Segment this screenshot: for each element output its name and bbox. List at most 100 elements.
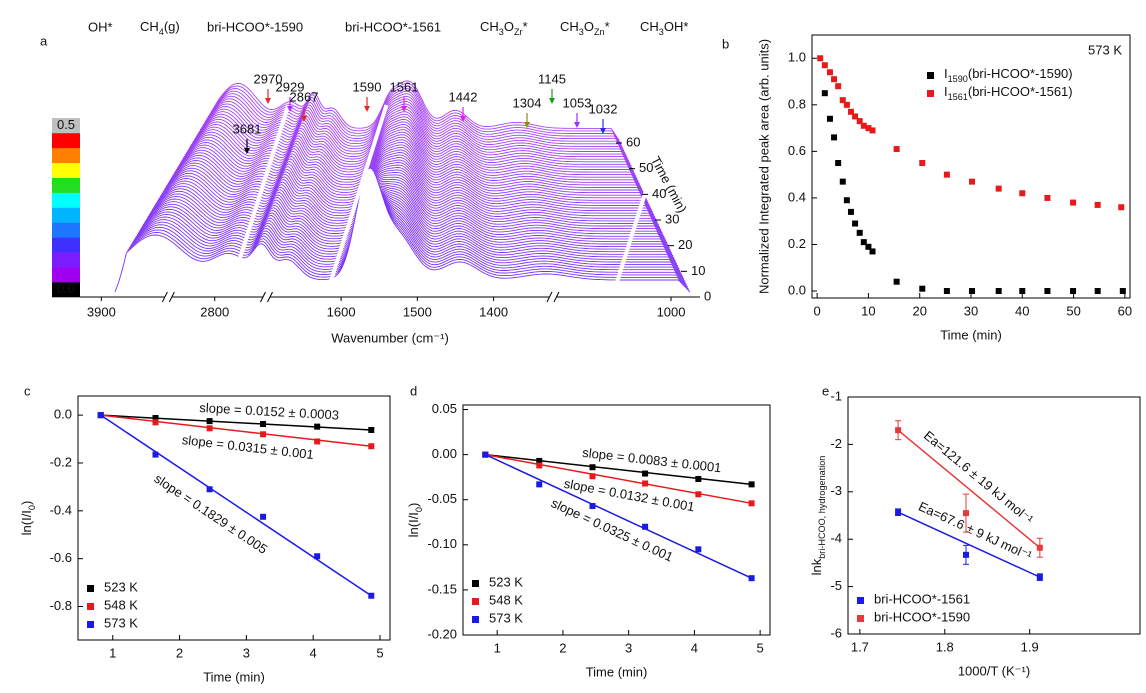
x-tick-label: 2 <box>176 645 183 660</box>
legend-entry: bri-HCOO*-1561 <box>345 19 441 34</box>
legend-label: 573 K <box>489 610 523 625</box>
x-tick-label: 3900 <box>87 304 116 319</box>
text-part: O <box>504 19 514 34</box>
point <box>843 101 850 108</box>
axis-break-mark <box>168 291 175 303</box>
t-tick-label: 40 <box>652 186 666 201</box>
x-tick-label: 1.9 <box>1021 639 1039 654</box>
t-tick-label: 30 <box>665 211 679 226</box>
y-tick-label: 0.0 <box>788 282 806 297</box>
legend-entry: CH3OZr* <box>480 19 528 37</box>
legend-entry: OH* <box>88 19 113 34</box>
legend-entry: CH3OZn* <box>560 19 610 37</box>
peak-label: 1561 <box>390 79 419 94</box>
point <box>869 127 876 134</box>
legend-label: 548 K <box>104 597 138 612</box>
point <box>536 481 543 488</box>
point <box>835 160 842 167</box>
colorbar-cell <box>52 237 80 253</box>
axis-break-gap <box>262 294 271 300</box>
text-part: 1590 <box>948 74 968 84</box>
axis-break-mark <box>553 291 560 303</box>
point <box>847 108 854 115</box>
y-tick-label: -4 <box>830 531 842 546</box>
text-part: bri-HCOO, hydrogenation <box>817 456 827 559</box>
fit-line <box>485 453 752 505</box>
x-tick-label: 60 <box>1118 303 1132 318</box>
panel-label: d <box>410 383 417 398</box>
point <box>536 457 543 464</box>
y-tick-label: -6 <box>830 625 842 640</box>
x-tick-label: 4 <box>691 640 698 655</box>
legend-marker <box>927 90 934 97</box>
point <box>821 62 828 69</box>
text-part: CH <box>140 19 159 34</box>
point <box>856 229 863 236</box>
point <box>821 90 828 97</box>
text-part: Zn <box>594 27 605 37</box>
spectrum-decoration <box>114 167 691 293</box>
text-part: (bri-HCOO*-1590) <box>968 66 1073 81</box>
peak-arrowhead <box>244 148 250 154</box>
point <box>695 475 702 482</box>
text-part: O <box>584 19 594 34</box>
y-tick-label: -2 <box>830 436 842 451</box>
x-tick-label: 3 <box>625 640 632 655</box>
legend-entry: bri-HCOO*-1590 <box>207 19 303 34</box>
fit-line <box>897 429 1041 549</box>
peak-label: 1304 <box>513 95 542 110</box>
point <box>852 220 859 227</box>
point <box>1070 288 1077 295</box>
t-tick-label: 10 <box>691 263 705 278</box>
point <box>893 278 900 285</box>
colorbar-cell <box>52 162 80 178</box>
x-tick-label: 40 <box>1015 303 1029 318</box>
point <box>1044 288 1051 295</box>
legend-label: bri-HCOO*-1561 <box>874 591 970 606</box>
x-tick-label: 1.8 <box>936 639 954 654</box>
point <box>314 423 321 430</box>
legend-marker <box>857 615 864 622</box>
point <box>843 197 850 204</box>
point <box>860 239 867 246</box>
y-tick-label: 0.8 <box>788 96 806 111</box>
plot-frame <box>847 396 1141 635</box>
x-axis-label: Time (min) <box>203 669 265 684</box>
y-tick-label: -1 <box>830 388 842 403</box>
point <box>368 592 375 599</box>
x-tick-label: 20 <box>912 303 926 318</box>
legend-marker <box>472 598 479 605</box>
x-axis-label: Time (min) <box>586 664 648 679</box>
text-part: CH <box>480 19 499 34</box>
x-axis-label: 1000/T (K⁻¹) <box>958 663 1030 678</box>
peak-label: 2970 <box>254 71 283 86</box>
point <box>260 513 267 520</box>
point <box>1118 204 1125 211</box>
peak-arrowhead <box>549 98 555 104</box>
legend-marker <box>472 580 479 587</box>
legend-marker <box>87 603 94 610</box>
y-tick-label: -0.6 <box>50 550 72 565</box>
point <box>835 83 842 90</box>
legend-marker <box>857 597 864 604</box>
point <box>1094 288 1101 295</box>
text-part: 3 <box>499 27 504 37</box>
text-part: 0 <box>27 505 37 510</box>
x-axis-label: Wavenumber (cm⁻¹) <box>331 330 449 345</box>
y-tick-label: -5 <box>830 578 842 593</box>
peak-label: 3681 <box>233 121 262 136</box>
axis-break-mark <box>546 291 553 303</box>
point <box>695 491 702 498</box>
peak-label: 2929 <box>276 79 305 94</box>
point <box>695 546 702 553</box>
point <box>482 451 489 458</box>
point <box>831 76 838 83</box>
colorbar-cell <box>52 132 80 149</box>
legend-entry: CH3OH* <box>640 19 688 37</box>
text-part: lnk <box>809 558 824 575</box>
point <box>152 415 159 422</box>
legend-marker <box>927 72 934 79</box>
point <box>869 248 876 255</box>
annotation: 573 K <box>1088 42 1122 57</box>
point <box>847 208 854 215</box>
